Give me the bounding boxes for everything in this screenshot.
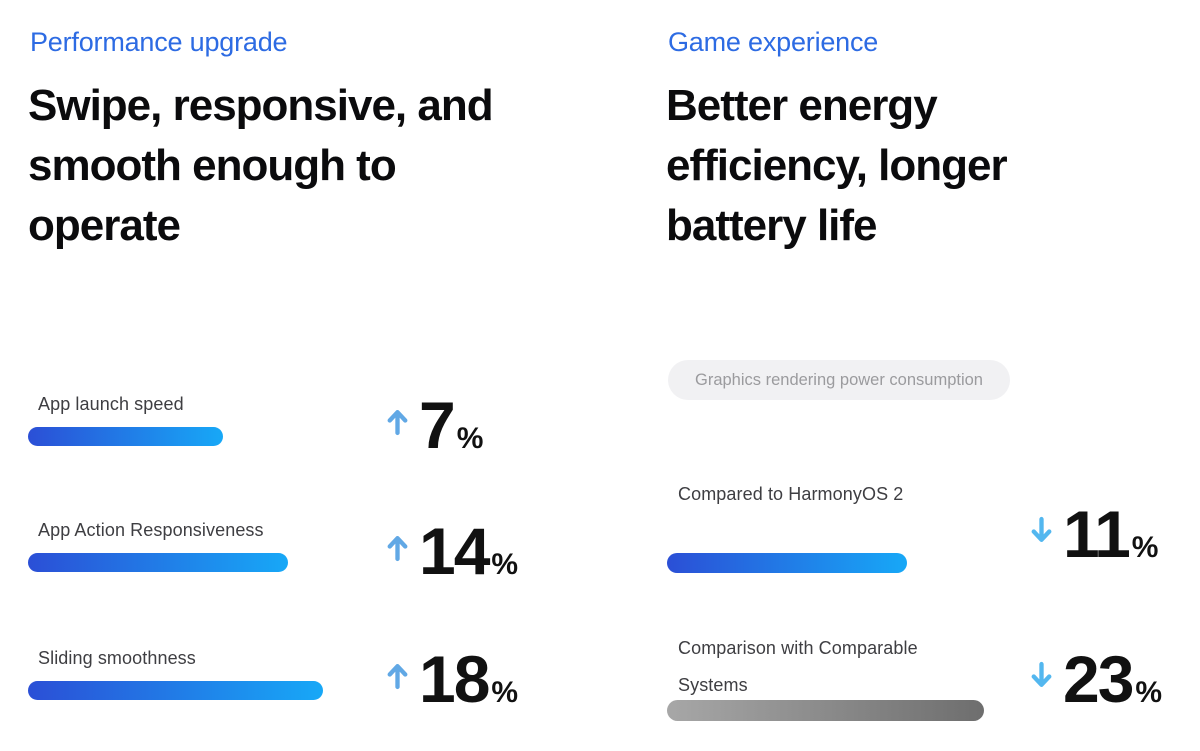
section-heading: Swipe, responsive, and smooth enough to … [28,76,494,256]
metric-label: Compared to HarmonyOS 2 [678,484,904,504]
metric-row: Sliding smoothness 18 % [28,646,568,738]
metric-bar [28,681,323,700]
section-heading: Better energy efficiency, longer battery… [666,76,1008,256]
metric-number: 14 [419,514,490,588]
percent-sign: % [491,676,519,709]
heading-line: smooth enough to [28,141,397,190]
metric-label: App Action Responsiveness [38,520,264,540]
percent-sign: % [1135,676,1163,709]
category-chip[interactable]: Graphics rendering power consumption [668,360,1010,400]
metric-label: Comparison with Comparable Systems [678,630,1200,704]
arrow-down-icon [1031,516,1052,542]
section-eyebrow: Game experience [668,27,879,57]
metric-value: 11 % [1029,501,1158,567]
metric-bar [667,700,984,721]
heading-line: Swipe, responsive, and [28,81,494,130]
metric-number: 18 [419,642,490,716]
heading-line: Better energy [666,81,938,130]
metric-value: 14 % [385,518,518,584]
metric-number: 11 [1063,497,1131,571]
metric-label-line: Systems [678,675,748,695]
metric-row: App Action Responsiveness 14 % [28,518,568,610]
section-eyebrow: Performance upgrade [30,27,288,57]
metric-bar [667,553,907,573]
arrow-up-icon [387,663,408,689]
percent-sign: % [1131,531,1159,564]
metric-row: Compared to HarmonyOS 2 11 % [667,482,1200,573]
arrow-up-icon [387,535,408,561]
metric-number: 7 [419,388,456,462]
arrow-down-icon [1031,661,1052,687]
metric-row: App launch speed 7 % [28,392,568,484]
metric-value: 23 % [1029,646,1162,712]
arrow-up-icon [387,409,408,435]
heading-line: battery life [666,201,878,250]
heading-line: operate [28,201,181,250]
percent-sign: % [456,422,484,455]
metric-label-line: Comparison with Comparable [678,638,918,658]
heading-line: efficiency, longer [666,141,1008,190]
metric-value: 18 % [385,646,518,712]
metric-bar [28,553,288,572]
metric-number: 23 [1063,642,1134,716]
percent-sign: % [491,548,519,581]
metric-row: Comparison with Comparable Systems 23 % [667,630,1200,721]
metric-value: 7 % [385,392,483,458]
metric-label: App launch speed [38,394,184,414]
metric-bar [28,427,223,446]
metric-label: Sliding smoothness [38,648,196,668]
